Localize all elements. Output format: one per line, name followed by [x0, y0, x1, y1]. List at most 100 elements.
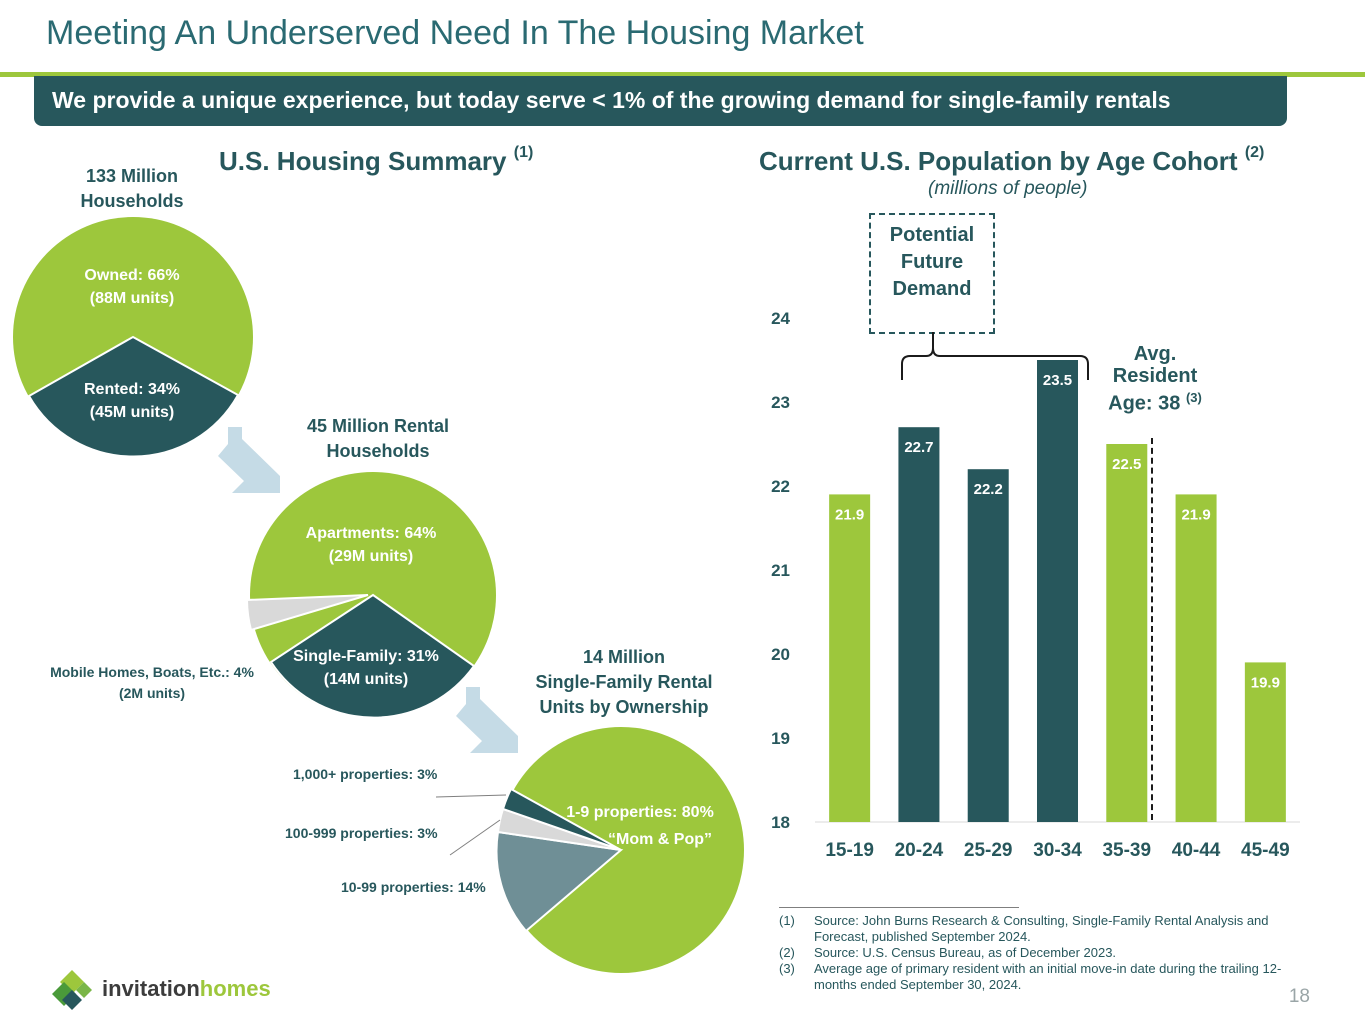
pie2-apartments-label: Apartments: 64% (29M units)	[281, 522, 461, 568]
pie3-100-label: 100-999 properties: 3%	[285, 825, 438, 841]
pie3-title: 14 Million Single-Family Rental Units by…	[524, 645, 724, 720]
pie3-1000-slice	[501, 787, 622, 851]
footnote-3: (3) Average age of primary resident with…	[779, 961, 1339, 993]
potential-line3: Demand	[892, 278, 972, 300]
pie1-title-line1: 133 Million	[85, 166, 179, 186]
footnote-1-line2: Forecast, published September 2024.	[814, 929, 1031, 944]
avg-note: (3)	[1185, 390, 1202, 405]
y-tick-label: 18	[771, 813, 790, 832]
avg-line3: Age: 38 (3)	[1100, 387, 1210, 415]
footnote-2: (2) Source: U.S. Census Bureau, as of De…	[779, 945, 1339, 961]
pie3-title-line1: 14 Million	[582, 647, 665, 667]
bar-value-label: 22.7	[904, 439, 933, 456]
bar-35-39	[1106, 444, 1148, 822]
footnote-1-line1: Source: John Burns Research & Consulting…	[814, 913, 1269, 928]
avg-age-marker-line	[1151, 438, 1153, 820]
footnote-2-text: Source: U.S. Census Bureau, as of Decemb…	[814, 945, 1117, 960]
y-tick-label: 20	[771, 645, 790, 664]
pie2-single-family-label: Single-Family: 31% (14M units)	[276, 645, 456, 691]
potential-demand-label: Potential Future Demand	[869, 222, 995, 303]
pie2-title: 45 Million Rental Households	[278, 414, 478, 464]
pie2-apartments-line1: Apartments: 64%	[305, 525, 437, 542]
potential-line2: Future	[900, 251, 964, 273]
pie2-mobile-line2: (2M units)	[118, 685, 186, 701]
page-title: Meeting An Underserved Need In The Housi…	[46, 14, 864, 52]
pie2-sf-line1: Single-Family: 31%	[293, 648, 439, 665]
population-heading-note: (2)	[1244, 144, 1265, 161]
bar-40-44	[1175, 494, 1217, 822]
pie1-title-line2: Households	[80, 191, 184, 211]
bar-value-label: 22.5	[1112, 456, 1141, 473]
footnote-2-num: (2)	[779, 945, 795, 960]
avg-line3-text: Age: 38	[1108, 392, 1181, 415]
population-subheading: (millions of people)	[928, 178, 1088, 199]
housing-summary-note: (1)	[513, 144, 534, 161]
population-bar-chart: 18 19 20 21 22 23 24 21.9 15-19 22.7 20-24 22.2 25-2…	[771, 309, 1300, 861]
x-tick-label: 20-24	[895, 840, 944, 861]
y-tick-label: 21	[771, 561, 790, 580]
pie2-mobile-slice	[245, 594, 369, 632]
footnote-3-num: (3)	[779, 961, 795, 976]
pie3-10-label: 10-99 properties: 14%	[341, 879, 486, 895]
footnote-1: (1) Source: John Burns Research & Consul…	[779, 913, 1339, 945]
pie2-mobile-label: Mobile Homes, Boats, Etc.: 4% (2M units)	[40, 662, 264, 704]
y-tick-label: 19	[771, 729, 790, 748]
pie2-apartments-line2: (29M units)	[328, 548, 414, 565]
x-tick-label: 15-19	[825, 840, 874, 861]
pie2-sf-line2: (14M units)	[323, 671, 409, 688]
pie2-mobile-line1: Mobile Homes, Boats, Etc.: 4%	[50, 664, 254, 680]
footnote-divider	[779, 907, 1019, 908]
housing-pies	[13, 217, 744, 973]
pie2-title-line1: 45 Million Rental	[306, 416, 450, 436]
potential-line1: Potential	[889, 224, 975, 246]
bar-value-label: 21.9	[1181, 506, 1210, 523]
pie1-owned-line2: (88M units)	[89, 290, 175, 307]
bar-45-49	[1244, 662, 1286, 822]
bar-15-19	[829, 494, 871, 822]
headline-banner	[34, 76, 1287, 126]
population-heading: Current U.S. Population by Age Cohort (2…	[759, 144, 1265, 177]
demand-brace-icon	[901, 332, 1089, 380]
footnote-3-text: Average age of primary resident with an …	[814, 961, 1281, 993]
x-tick-label: 30-34	[1033, 840, 1082, 861]
x-tick-label: 40-44	[1172, 840, 1221, 861]
pie1-owned-line1: Owned: 66%	[84, 267, 180, 284]
avg-age-label: Avg. Resident Age: 38 (3)	[1100, 343, 1210, 415]
avg-line1: Avg.	[1133, 343, 1177, 365]
page-number: 18	[1288, 986, 1310, 1007]
headline-banner-text: We provide a unique experience, but toda…	[52, 87, 1171, 113]
footnote-3-line1: Average age of primary resident with an …	[814, 961, 1282, 976]
pie1-title: 133 Million Households	[62, 164, 202, 214]
pie3-1000-label: 1,000+ properties: 3%	[293, 766, 438, 782]
footnotes: (1) Source: John Burns Research & Consul…	[779, 913, 1339, 993]
footnote-1-text: Source: John Burns Research & Consulting…	[814, 913, 1269, 945]
bar-value-label: 23.5	[1043, 372, 1072, 389]
avg-line2: Resident	[1112, 365, 1198, 387]
pie2-single-family-slice	[269, 593, 476, 719]
pie1-rented-label: Rented: 34% (45M units)	[62, 378, 202, 424]
bar-value-label: 22.2	[974, 481, 1003, 498]
bar-value-label: 21.9	[835, 506, 864, 523]
logo-wordmark: invitationhomes	[102, 976, 271, 1002]
invitation-homes-logo-icon	[52, 970, 92, 1010]
pie3-main-label: 1-9 properties: 80% “Mom & Pop”	[555, 795, 725, 849]
footnote-3-line2: months ended September 30, 2024.	[814, 977, 1022, 992]
bar-value-label: 19.9	[1251, 674, 1280, 691]
pie1-rented-slice	[27, 335, 240, 458]
leader-line-100	[449, 819, 501, 856]
y-tick-label: 23	[771, 393, 790, 412]
pie3-main-line2: “Mom & Pop”	[608, 831, 712, 848]
pie1-rented-line1: Rented: 34%	[83, 381, 181, 398]
leader-line-1000	[435, 794, 507, 798]
pie1-rented-line2: (45M units)	[89, 404, 175, 421]
pie2-title-line2: Households	[326, 441, 430, 461]
footnote-1-num: (1)	[779, 913, 795, 928]
housing-summary-heading: U.S. Housing Summary (1)	[219, 144, 534, 177]
pie3-10-99-slice	[495, 830, 624, 933]
logo-word2: homes	[199, 976, 271, 1001]
population-heading-text: Current U.S. Population by Age Cohort	[759, 146, 1238, 176]
flow-arrow-icon	[218, 427, 280, 493]
y-tick-label: 22	[771, 477, 790, 496]
pie3-title-line3: Units by Ownership	[539, 697, 709, 717]
x-tick-label: 45-49	[1241, 840, 1290, 861]
